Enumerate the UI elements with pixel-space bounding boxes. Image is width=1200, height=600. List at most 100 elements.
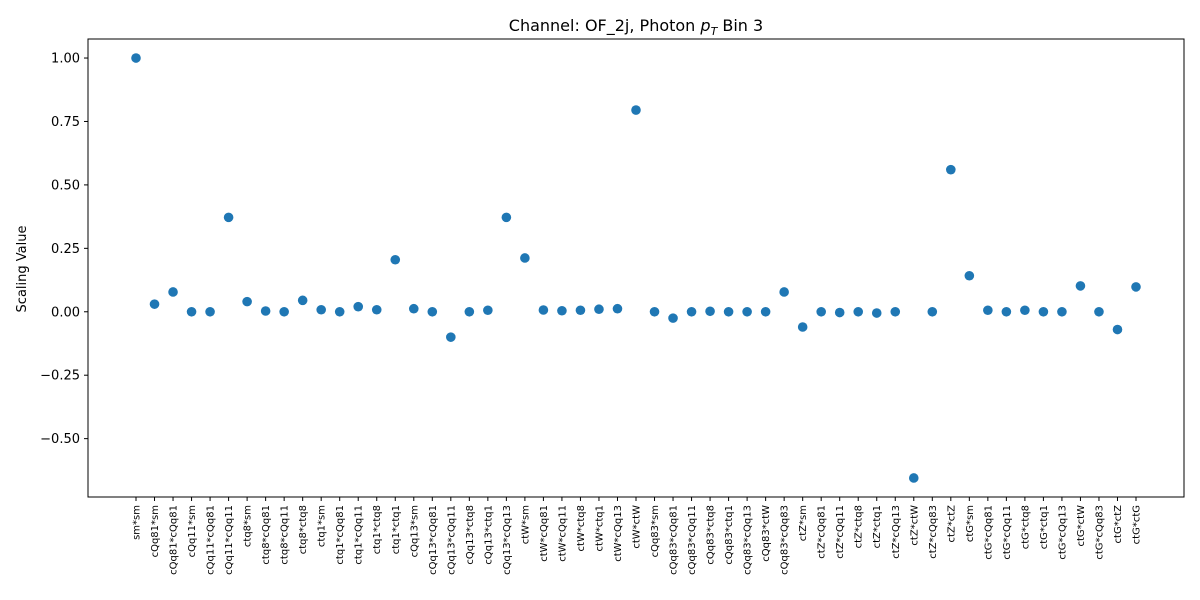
data-point	[964, 270, 975, 281]
data-point	[908, 473, 919, 483]
data-point	[186, 306, 197, 317]
data-point	[983, 305, 993, 316]
data-point	[779, 287, 789, 297]
data-point	[612, 303, 623, 314]
data-point	[334, 306, 345, 317]
y-tick-label: 0.00	[51, 305, 80, 320]
x-tick-label: ctW*ctq1	[594, 505, 605, 551]
x-tick-label: cQq83*cQq13	[743, 505, 754, 575]
data-point	[427, 306, 438, 317]
x-tick-label: ctZ*cQq81	[817, 505, 828, 559]
x-tick-label: ctZ*ctW	[909, 505, 920, 546]
x-tick-label: cQq83*cQq81	[669, 505, 680, 575]
data-point	[1131, 282, 1141, 292]
x-tick-label: ctq1*sm	[317, 505, 328, 547]
x-tick-label: ctW*cQq13	[613, 505, 624, 562]
data-point	[371, 304, 382, 315]
y-axis-label: Scaling Value	[15, 226, 30, 313]
x-tick-label: cQq83*ctq1	[724, 505, 735, 565]
y-tick-label: −0.50	[40, 432, 80, 447]
x-tick-label: ctW*sm	[520, 505, 531, 544]
x-tick-label: ctq8*cQq81	[261, 505, 272, 565]
data-point	[483, 305, 493, 316]
data-point	[575, 305, 586, 316]
x-tick-label: ctq1*ctq8	[372, 505, 383, 554]
x-tick-label: cQq83*ctq8	[706, 505, 717, 565]
data-point	[557, 305, 567, 316]
data-point	[705, 306, 715, 317]
data-point	[353, 301, 364, 312]
x-tick-label: ctq1*cQq11	[354, 505, 365, 565]
x-tick-label: cQq83*ctW	[761, 505, 772, 562]
data-point	[390, 254, 401, 265]
data-point	[464, 306, 475, 317]
data-points	[131, 53, 1141, 483]
data-point	[927, 306, 938, 317]
data-point	[742, 306, 752, 317]
x-tick-label: ctZ*cQq83	[928, 505, 939, 559]
x-tick-label: cQq83*sm	[650, 505, 661, 557]
x-tick-label: cQq13*cQq81	[428, 505, 439, 575]
x-tick-label: ctq1*ctq1	[391, 505, 402, 554]
x-tick-label: ctW*ctW	[632, 505, 643, 549]
data-point	[1075, 281, 1086, 291]
x-tick-label: ctZ*sm	[798, 505, 809, 541]
x-tick-label: cQq13*cQq11	[446, 505, 457, 575]
y-tick-label: 1.00	[51, 52, 80, 67]
x-tick-label: ctW*cQq11	[557, 505, 568, 562]
x-tick-label: ctZ*ctZ	[946, 505, 957, 543]
x-tick-label: ctG*cQq11	[1002, 505, 1013, 560]
data-point	[834, 307, 845, 318]
y-tick-label: 0.50	[51, 178, 80, 193]
data-point	[668, 313, 678, 323]
data-point	[297, 295, 308, 306]
data-point	[594, 304, 604, 315]
x-tick-label: cQq13*cQq13	[502, 505, 513, 575]
x-tick-label: ctq8*ctq8	[298, 505, 309, 554]
data-point	[501, 212, 512, 223]
data-point	[205, 306, 215, 317]
x-tick-label: ctZ*ctq8	[854, 505, 865, 548]
data-point	[760, 306, 771, 317]
data-point	[649, 306, 660, 317]
data-point	[1038, 306, 1049, 317]
data-point	[871, 308, 882, 318]
data-point	[946, 164, 956, 175]
data-point	[797, 322, 808, 332]
x-tick-label: cQq13*ctq1	[483, 505, 494, 565]
data-point	[686, 306, 697, 317]
data-point	[853, 306, 864, 317]
x-tick-label: ctG*ctZ	[1113, 505, 1124, 544]
data-point	[131, 53, 141, 63]
data-point	[279, 306, 289, 317]
x-tick-label: ctq1*cQq81	[335, 505, 346, 565]
x-tick-label: ctZ*cQq11	[835, 505, 846, 559]
data-point	[1020, 305, 1030, 316]
x-tick-label: cQq83*cQq83	[780, 505, 791, 575]
x-tick-label: ctZ*ctq1	[872, 505, 883, 548]
y-tick-label: 0.25	[51, 242, 80, 257]
x-tick-label: cQq11*sm	[187, 505, 198, 557]
x-tick-label: cQq13*sm	[409, 505, 420, 557]
data-point	[1094, 306, 1104, 317]
data-point	[520, 253, 530, 263]
y-tick-label: −0.25	[40, 369, 80, 384]
data-point	[149, 299, 160, 309]
x-tick-label: ctG*ctq8	[1020, 505, 1031, 549]
x-tick-label: cQq81*sm	[150, 505, 161, 557]
data-point	[446, 332, 456, 342]
data-point	[538, 305, 549, 315]
x-tick-label: ctW*ctq8	[576, 505, 587, 551]
x-tick-label: ctG*cQq81	[983, 505, 994, 560]
x-tick-label: cQq11*cQq11	[224, 505, 235, 575]
x-tick-label: sm*sm	[132, 505, 143, 540]
data-point	[1001, 306, 1012, 317]
data-point	[223, 212, 234, 223]
x-tick-label: cQq11*cQq81	[206, 505, 217, 575]
data-point	[816, 306, 826, 317]
data-point	[408, 303, 419, 314]
y-axis-ticks: −0.50 −0.25 0.00 0.25 0.50 0.75 1.00	[40, 52, 88, 447]
data-point	[168, 287, 178, 297]
x-tick-label: ctG*ctG	[1132, 505, 1143, 544]
